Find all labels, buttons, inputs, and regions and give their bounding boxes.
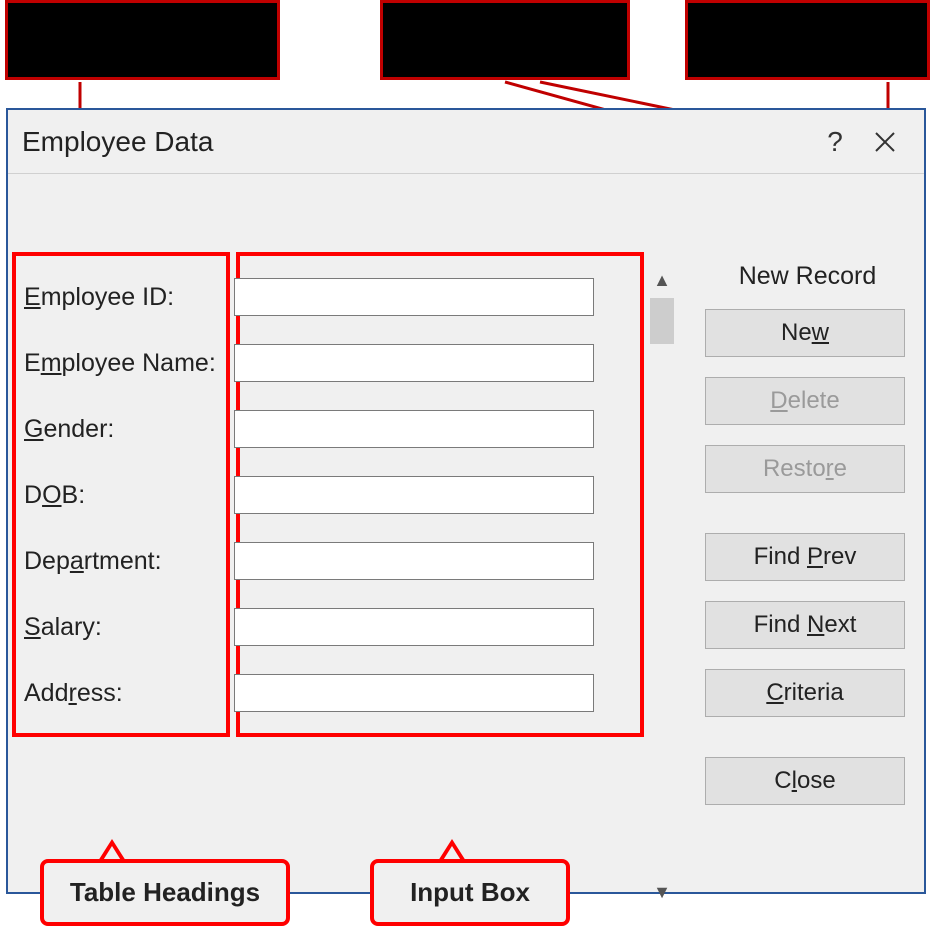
data-form-dialog: Employee Data ? Employee ID: Employee Na…: [6, 108, 926, 894]
scroll-thumb[interactable]: [650, 298, 674, 344]
annotation-label-inputbox: Input Box: [370, 859, 570, 926]
field-row-employee-name: Employee Name:: [22, 330, 630, 396]
form-fields: Employee ID: Employee Name: Gender: DOB:…: [22, 264, 630, 726]
annotation-callout-1: [5, 0, 280, 80]
input-address[interactable]: [234, 674, 594, 712]
label-dob: DOB:: [22, 481, 234, 510]
record-status: New Record: [705, 262, 910, 291]
field-row-gender: Gender:: [22, 396, 630, 462]
input-dob[interactable]: [234, 476, 594, 514]
input-salary[interactable]: [234, 608, 594, 646]
close-icon[interactable]: [860, 118, 910, 166]
label-department: Department:: [22, 547, 234, 576]
field-row-employee-id: Employee ID:: [22, 264, 630, 330]
scroll-down-icon[interactable]: ▼: [648, 878, 676, 906]
annotation-callout-3: [685, 0, 930, 80]
delete-button[interactable]: Delete: [705, 377, 905, 425]
close-button[interactable]: Close: [705, 757, 905, 805]
label-gender: Gender:: [22, 415, 234, 444]
scroll-up-icon[interactable]: ▲: [648, 266, 676, 294]
field-row-salary: Salary:: [22, 594, 630, 660]
help-icon[interactable]: ?: [810, 118, 860, 166]
side-panel: New Record New Delete Restore Find Prev …: [705, 262, 910, 825]
dialog-title: Employee Data: [22, 126, 810, 158]
input-employee-name[interactable]: [234, 344, 594, 382]
input-department[interactable]: [234, 542, 594, 580]
field-row-address: Address:: [22, 660, 630, 726]
field-row-department: Department:: [22, 528, 630, 594]
restore-button[interactable]: Restore: [705, 445, 905, 493]
dialog-body: Employee ID: Employee Name: Gender: DOB:…: [8, 174, 924, 892]
input-employee-id[interactable]: [234, 278, 594, 316]
label-salary: Salary:: [22, 613, 234, 642]
label-employee-name: Employee Name:: [22, 349, 234, 378]
find-prev-button[interactable]: Find Prev: [705, 533, 905, 581]
input-gender[interactable]: [234, 410, 594, 448]
titlebar: Employee Data ?: [8, 110, 924, 174]
find-next-button[interactable]: Find Next: [705, 601, 905, 649]
new-button[interactable]: New: [705, 309, 905, 357]
criteria-button[interactable]: Criteria: [705, 669, 905, 717]
field-row-dob: DOB:: [22, 462, 630, 528]
scrollbar[interactable]: ▲ ▼: [648, 266, 676, 906]
label-address: Address:: [22, 679, 234, 708]
annotation-label-headings: Table Headings: [40, 859, 290, 926]
annotation-callout-2: [380, 0, 630, 80]
label-employee-id: Employee ID:: [22, 283, 234, 312]
